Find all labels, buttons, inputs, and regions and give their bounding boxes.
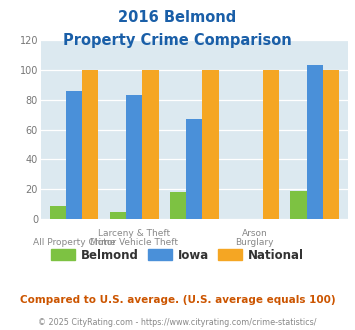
Text: 2016 Belmond: 2016 Belmond (118, 10, 237, 25)
Text: Motor Vehicle Theft: Motor Vehicle Theft (90, 238, 178, 247)
Bar (110, 212, 126, 219)
Text: Burglary: Burglary (235, 238, 274, 247)
Text: Arson: Arson (242, 229, 267, 238)
Bar (82, 70, 98, 219)
Bar (290, 191, 307, 219)
Text: Larceny & Theft: Larceny & Theft (98, 229, 170, 238)
Bar (126, 95, 142, 219)
Bar (50, 206, 66, 219)
Bar (170, 192, 186, 219)
Text: All Property Crime: All Property Crime (33, 238, 115, 247)
Bar (186, 119, 202, 219)
Legend: Belmond, Iowa, National: Belmond, Iowa, National (47, 244, 308, 266)
Bar (202, 70, 219, 219)
Text: © 2025 CityRating.com - https://www.cityrating.com/crime-statistics/: © 2025 CityRating.com - https://www.city… (38, 318, 317, 327)
Bar (263, 70, 279, 219)
Bar (307, 65, 323, 219)
Text: Compared to U.S. average. (U.S. average equals 100): Compared to U.S. average. (U.S. average … (20, 295, 335, 305)
Text: Property Crime Comparison: Property Crime Comparison (63, 33, 292, 48)
Bar (66, 90, 82, 219)
Bar (323, 70, 339, 219)
Bar (142, 70, 159, 219)
